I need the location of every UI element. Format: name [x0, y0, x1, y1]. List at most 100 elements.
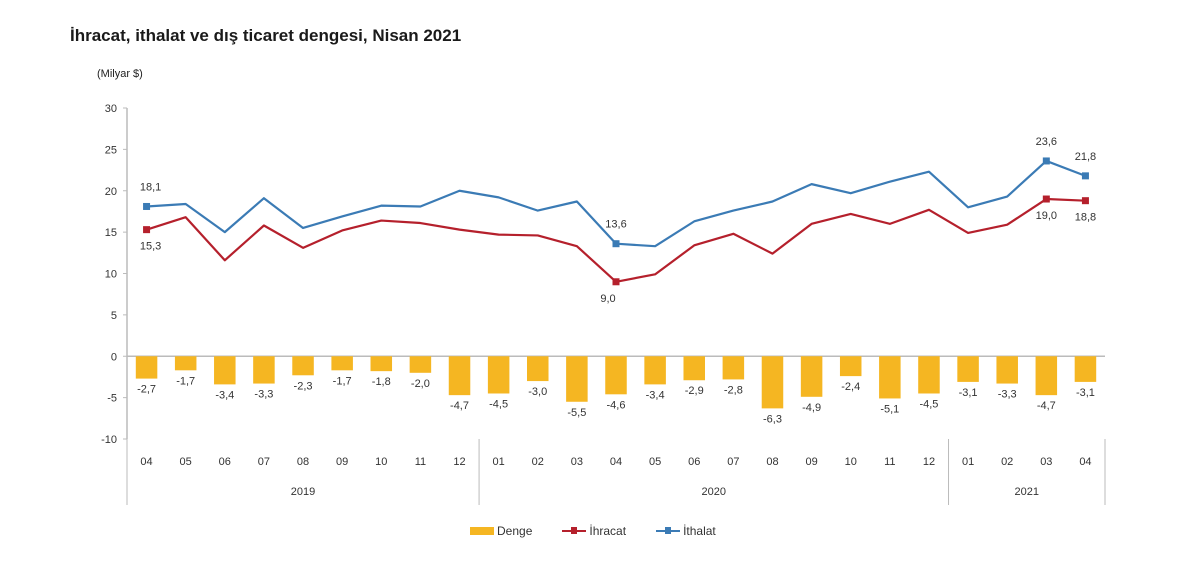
bar-label-denge: -1,7	[176, 375, 195, 387]
bar-denge	[409, 356, 432, 373]
legend-label-ithalat: İthalat	[683, 524, 716, 538]
bar-label-denge: -3,4	[646, 389, 665, 401]
legend-item-denge: Denge	[470, 524, 532, 538]
bar-denge	[683, 356, 705, 381]
bar-denge	[839, 356, 862, 377]
bar-denge	[566, 356, 588, 402]
bar-label-denge: -5,5	[567, 407, 586, 419]
marker-ithalat	[1042, 157, 1050, 165]
y-tick-label: 15	[105, 227, 117, 239]
data-label-ihracat: 18,8	[1075, 212, 1096, 224]
bar-denge	[448, 356, 471, 396]
bar-label-denge: -4,9	[802, 402, 821, 414]
bar-label-denge: -2,0	[411, 378, 430, 390]
bar-label-denge: -2,9	[685, 385, 704, 397]
x-tick-label: 07	[258, 456, 270, 468]
marker-ithalat	[612, 240, 620, 248]
x-tick-label: 02	[1001, 456, 1013, 468]
x-tick-label: 12	[453, 456, 465, 468]
line-ithalat	[146, 159, 1086, 248]
year-label: 2019	[291, 486, 315, 498]
bar-label-denge: -3,1	[1076, 387, 1095, 399]
x-tick-label: 03	[571, 456, 583, 468]
bar-denge	[292, 356, 314, 376]
x-tick-label: 08	[766, 456, 778, 468]
bar-denge	[135, 356, 158, 379]
marker-ithalat	[143, 202, 151, 210]
bar-label-denge: -1,8	[372, 376, 391, 388]
x-tick-label: 10	[845, 456, 857, 468]
bar-denge	[253, 356, 275, 384]
legend-label-ihracat: İhracat	[589, 524, 627, 538]
bar-label-denge: -4,5	[919, 398, 938, 410]
data-label-ihracat: 15,3	[140, 241, 161, 253]
x-tick-label: 05	[180, 456, 192, 468]
y-tick-label: 10	[105, 269, 117, 281]
y-tick-label: 5	[111, 310, 117, 322]
bar-denge	[918, 356, 940, 394]
bar-denge	[879, 356, 901, 399]
x-tick-label: 06	[219, 456, 231, 468]
x-tick-label: 03	[1040, 456, 1052, 468]
bar-denge	[761, 356, 784, 409]
year-label: 2020	[702, 486, 726, 498]
bar-label-denge: -4,7	[1037, 400, 1056, 412]
bar-denge	[957, 356, 979, 382]
bar-label-denge: -2,3	[294, 380, 313, 392]
bar-label-denge: -3,3	[998, 389, 1017, 401]
marker-ihracat	[143, 226, 151, 234]
y-tick-label: 20	[105, 186, 117, 198]
y-tick-label: 30	[105, 103, 117, 115]
marker-ihracat	[612, 278, 620, 286]
bar-denge	[1074, 356, 1097, 382]
legend-swatch-ihracat	[562, 527, 587, 534]
x-tick-label: 04	[140, 456, 152, 468]
bar-label-denge: -3,0	[528, 386, 547, 398]
legend-item-ihracat: İhracat	[562, 524, 626, 538]
bar-label-denge: -6,3	[763, 413, 782, 425]
x-tick-label: 07	[727, 456, 739, 468]
bar-denge	[214, 356, 236, 385]
chart-title: İhracat, ithalat ve dış ticaret dengesi,…	[70, 26, 462, 45]
bar-label-denge: -3,3	[254, 389, 273, 401]
data-label-ihracat: 9,0	[600, 293, 615, 305]
y-tick-label: 0	[111, 351, 117, 363]
bar-denge	[370, 356, 393, 372]
x-tick-label: 04	[1079, 456, 1091, 468]
x-tick-label: 11	[884, 456, 895, 468]
x-tick-label: 06	[688, 456, 700, 468]
bar-label-denge: -3,1	[959, 387, 978, 399]
bar-denge	[800, 356, 823, 397]
bar-denge	[331, 356, 353, 371]
x-tick-label: 01	[962, 456, 974, 468]
bar-denge	[174, 356, 197, 371]
data-label-ithalat: 21,8	[1075, 151, 1096, 163]
bar-denge	[527, 356, 549, 382]
bar-label-denge: -1,7	[333, 375, 352, 387]
legend-swatch-ithalat	[656, 527, 681, 534]
data-label-ihracat: 19,0	[1036, 210, 1057, 222]
x-tick-label: 08	[297, 456, 309, 468]
bar-denge	[1035, 356, 1058, 396]
x-tick-label: 05	[649, 456, 661, 468]
bar-label-denge: -2,8	[724, 384, 743, 396]
bar-denge	[605, 356, 627, 395]
bar-denge	[996, 356, 1018, 384]
y-axis-unit-label: (Milyar $)	[97, 68, 143, 80]
x-tick-label: 09	[805, 456, 817, 468]
legend-label-denge: Denge	[497, 524, 533, 538]
bar-label-denge: -3,4	[215, 389, 234, 401]
marker-ihracat	[1081, 197, 1089, 205]
x-tick-label: 02	[532, 456, 544, 468]
legend-swatch-denge	[470, 527, 494, 535]
y-tick-label: 25	[105, 144, 117, 156]
bar-denge	[644, 356, 666, 385]
y-tick-label: -10	[101, 434, 117, 446]
x-tick-label: 01	[493, 456, 505, 468]
bar-label-denge: -4,6	[607, 399, 626, 411]
bar-denge	[722, 356, 745, 380]
bar-denge	[487, 356, 510, 394]
x-tick-label: 04	[610, 456, 622, 468]
bar-label-denge: -4,7	[450, 400, 469, 412]
